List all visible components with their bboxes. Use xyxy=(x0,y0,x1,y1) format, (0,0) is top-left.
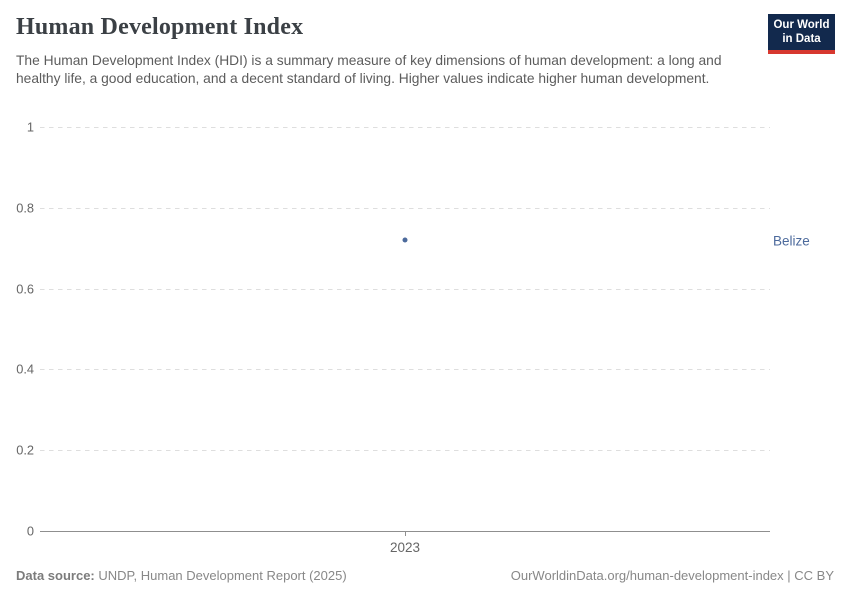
y-gridline xyxy=(40,207,770,209)
data-source-value: UNDP, Human Development Report (2025) xyxy=(94,568,347,583)
entity-label-belize[interactable]: Belize xyxy=(773,233,810,249)
chart-title: Human Development Index xyxy=(16,14,304,40)
y-tick-label: 0 xyxy=(26,523,34,539)
chart-subtitle: The Human Development Index (HDI) is a s… xyxy=(16,53,722,86)
y-gridline xyxy=(40,450,770,452)
y-tick-label: 0.8 xyxy=(16,200,34,216)
data-source-text: Data source: UNDP, Human Development Rep… xyxy=(16,568,347,583)
owid-logo[interactable]: Our World in Data xyxy=(768,14,835,54)
data-point-belize[interactable] xyxy=(402,237,408,243)
y-tick-label: 0.2 xyxy=(16,442,34,458)
footer-credit-link[interactable]: OurWorldinData.org/human-development-ind… xyxy=(510,568,834,583)
y-gridline xyxy=(40,127,770,128)
owid-logo-line1: Our World xyxy=(773,19,830,31)
data-source-label: Data source: xyxy=(16,568,95,583)
y-gridline xyxy=(40,288,770,290)
owid-logo-line2: in Data xyxy=(782,32,821,45)
y-tick-label: 1 xyxy=(26,119,34,135)
y-tick-label: 0.4 xyxy=(16,361,34,377)
y-tick-label: 0.6 xyxy=(16,281,34,297)
y-gridline xyxy=(40,369,770,371)
x-tick-label: 2023 xyxy=(389,540,421,555)
x-tick-mark xyxy=(405,531,406,536)
chart-footer: Data source: UNDP, Human Development Rep… xyxy=(16,568,834,583)
